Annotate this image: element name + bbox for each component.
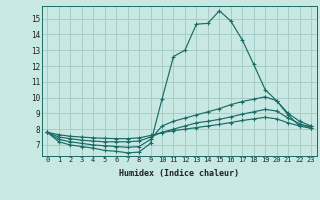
X-axis label: Humidex (Indice chaleur): Humidex (Indice chaleur): [119, 169, 239, 178]
